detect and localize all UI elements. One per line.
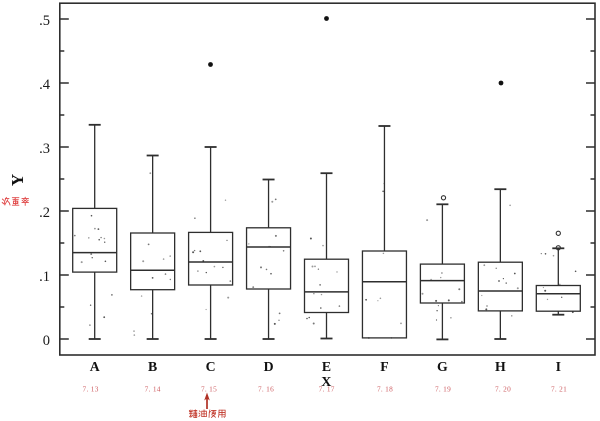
svg-text:G: G — [437, 359, 448, 374]
svg-text:7. 15: 7. 15 — [201, 385, 217, 394]
svg-text:I: I — [556, 359, 561, 374]
svg-text:.5: .5 — [39, 13, 50, 29]
svg-text:B: B — [148, 359, 157, 374]
svg-text:7. 16: 7. 16 — [258, 385, 274, 394]
svg-text:.1: .1 — [39, 269, 50, 285]
svg-text:7. 18: 7. 18 — [377, 385, 393, 394]
svg-text:7. 14: 7. 14 — [145, 385, 161, 394]
svg-text:.3: .3 — [39, 141, 50, 157]
svg-text:Y: Y — [8, 174, 27, 186]
svg-text:F: F — [380, 359, 388, 374]
svg-text:7. 21: 7. 21 — [551, 385, 567, 394]
svg-text:.4: .4 — [39, 77, 51, 93]
svg-text:X: X — [321, 375, 331, 390]
svg-text:0: 0 — [43, 333, 50, 349]
svg-text:7. 17: 7. 17 — [319, 385, 335, 394]
svg-text:C: C — [206, 359, 216, 374]
svg-text:7. 20: 7. 20 — [495, 385, 511, 394]
svg-text:H: H — [495, 359, 506, 374]
svg-text:.2: .2 — [39, 205, 50, 221]
svg-text:A: A — [90, 359, 100, 374]
svg-text:E: E — [322, 359, 331, 374]
svg-text:7. 19: 7. 19 — [435, 385, 451, 394]
svg-text:7. 13: 7. 13 — [83, 385, 99, 394]
svg-text:D: D — [264, 359, 274, 374]
